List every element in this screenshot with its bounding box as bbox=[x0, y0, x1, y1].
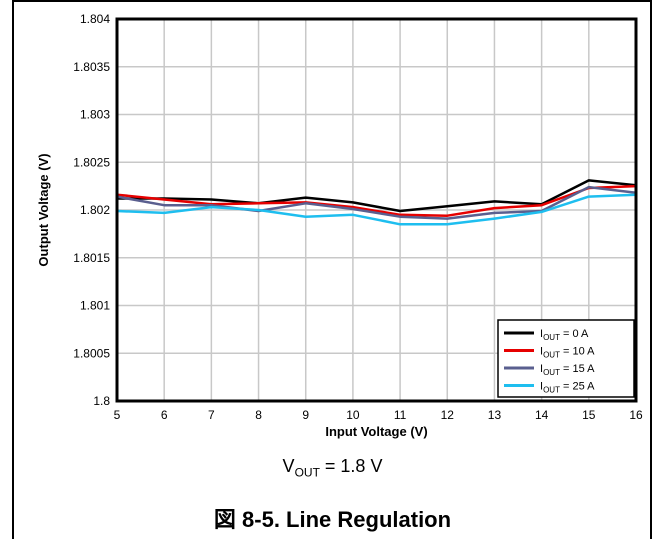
y-tick-label: 1.8015 bbox=[73, 251, 110, 265]
x-tick-label: 6 bbox=[161, 408, 168, 422]
legend-entry-value: = 10 A bbox=[560, 346, 595, 358]
x-tick-label: 5 bbox=[114, 408, 121, 422]
y-tick-label: 1.801 bbox=[80, 299, 110, 313]
legend-entry-subscript: OUT bbox=[543, 368, 560, 377]
x-tick-label: 15 bbox=[582, 408, 596, 422]
x-tick-label: 11 bbox=[394, 408, 407, 422]
legend-entry-value: = 15 A bbox=[560, 363, 595, 375]
figure-frame-top bbox=[12, 0, 652, 2]
line-regulation-chart: 1.8 1.8005 1.801 1.8015 1.802 1.8025 1.803 1.80… bbox=[36, 12, 643, 439]
figure-frame-left bbox=[12, 0, 14, 539]
x-tick-label: 9 bbox=[302, 408, 309, 422]
legend-entry-value: = 25 A bbox=[560, 381, 595, 393]
y-tick-labels: 1.8 1.8005 1.801 1.8015 1.802 1.8025 1.803 1.80… bbox=[73, 12, 110, 408]
x-tick-label: 14 bbox=[535, 408, 549, 422]
y-tick-label: 1.803 bbox=[80, 108, 110, 122]
legend-entry: IOUT = 15 A bbox=[540, 363, 595, 377]
x-tick-label: 10 bbox=[346, 408, 360, 422]
legend-entry-value: = 0 A bbox=[560, 328, 589, 340]
series-lines bbox=[116, 179, 637, 226]
series-line bbox=[116, 184, 637, 217]
y-tick-label: 1.8035 bbox=[73, 60, 110, 74]
vout-symbol: V bbox=[282, 456, 295, 476]
legend-entry-subscript: OUT bbox=[543, 386, 560, 395]
series-line bbox=[116, 193, 637, 226]
x-tick-label: 16 bbox=[629, 408, 643, 422]
legend-entry-symbol: I bbox=[540, 328, 543, 340]
plot-border bbox=[115, 17, 638, 403]
x-tick-labels: 5 6 7 8 9 10 11 12 13 14 15 16 bbox=[114, 408, 643, 422]
y-tick-label: 1.802 bbox=[80, 203, 110, 217]
series-line bbox=[117, 179, 637, 213]
vout-subscript: OUT bbox=[294, 465, 320, 480]
y-tick-label: 1.8025 bbox=[73, 155, 110, 169]
legend-entry-symbol: I bbox=[540, 346, 543, 358]
legend-entry: IOUT = 25 A bbox=[540, 381, 595, 395]
x-tick-label: 8 bbox=[255, 408, 262, 422]
y-tick-label: 1.8 bbox=[93, 394, 110, 408]
x-axis-label: Input Voltage (V) bbox=[325, 424, 427, 439]
y-tick-label: 1.804 bbox=[80, 12, 110, 26]
legend-entry: IOUT = 10 A bbox=[540, 346, 595, 360]
figure-frame-right bbox=[650, 0, 652, 539]
x-tick-label: 12 bbox=[441, 408, 455, 422]
y-tick-label: 1.8005 bbox=[73, 346, 110, 360]
legend-entry-subscript: OUT bbox=[543, 333, 560, 342]
vout-condition: VOUT = 1.8 V bbox=[0, 456, 665, 480]
series-line bbox=[116, 185, 637, 220]
x-tick-label: 13 bbox=[488, 408, 502, 422]
legend-entry: IOUT = 0 A bbox=[540, 328, 589, 342]
legend-entry-symbol: I bbox=[540, 381, 543, 393]
legend-entry-subscript: OUT bbox=[543, 351, 560, 360]
figure-title: 図 8-5. Line Regulation bbox=[213, 507, 452, 532]
x-tick-label: 7 bbox=[208, 408, 215, 422]
legend-entry-symbol: I bbox=[540, 363, 543, 375]
y-axis-label: Output Voltage (V) bbox=[36, 153, 51, 266]
vout-value: = 1.8 V bbox=[319, 456, 383, 476]
